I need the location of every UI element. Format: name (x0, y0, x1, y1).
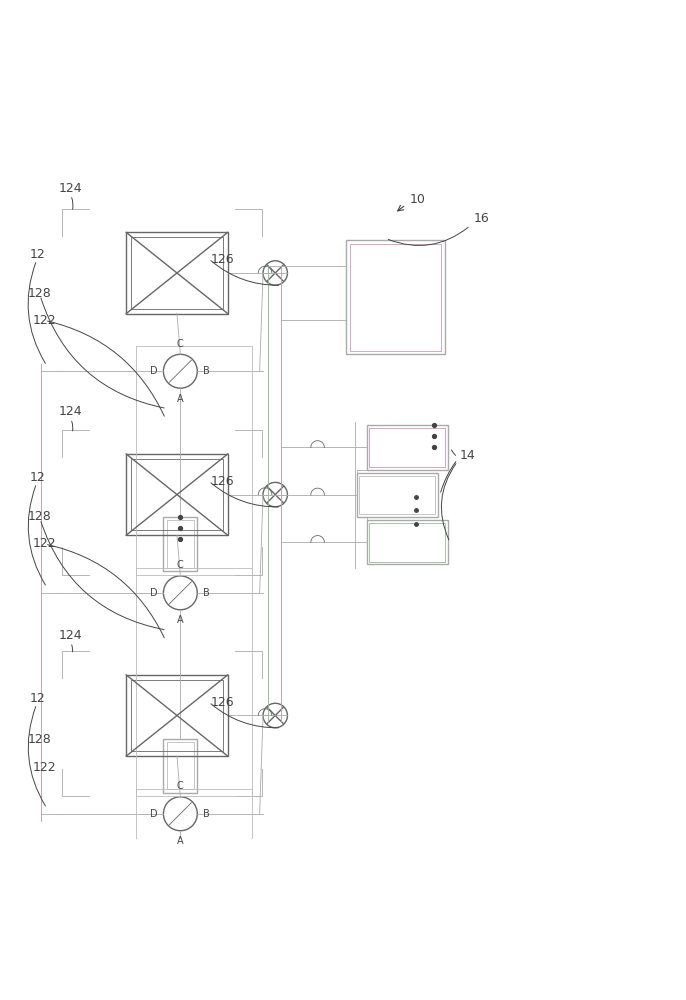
Text: 10: 10 (410, 193, 425, 206)
Text: A: A (177, 615, 184, 625)
Text: D: D (150, 366, 158, 376)
Bar (370, 428, 445, 467)
Bar (126, 232, 228, 314)
Text: 126: 126 (211, 696, 235, 709)
Text: C: C (177, 560, 184, 570)
Text: 124: 124 (58, 405, 82, 418)
Bar (163, 739, 198, 793)
Text: 124: 124 (58, 629, 82, 642)
Bar (131, 237, 223, 309)
Bar (367, 520, 448, 564)
Text: 12: 12 (30, 471, 46, 484)
Text: 128: 128 (28, 287, 51, 300)
Text: C: C (177, 339, 184, 349)
Text: 14: 14 (460, 449, 475, 462)
Bar (359, 476, 435, 514)
Text: D: D (150, 588, 158, 598)
Bar (370, 523, 445, 562)
Text: 12: 12 (30, 248, 46, 261)
Bar (163, 517, 198, 571)
Bar (126, 675, 228, 756)
Bar (167, 520, 194, 568)
Bar (163, 959, 198, 1000)
Text: B: B (203, 366, 209, 376)
Text: 126: 126 (211, 253, 235, 266)
Text: 12: 12 (30, 692, 46, 705)
Text: 122: 122 (33, 314, 56, 327)
Text: 124: 124 (58, 182, 82, 195)
Bar (167, 963, 194, 1000)
Text: B: B (203, 809, 209, 819)
Bar (131, 459, 223, 530)
Bar (357, 473, 438, 517)
Text: D: D (150, 809, 158, 819)
Bar (346, 240, 445, 354)
Text: C: C (177, 781, 184, 791)
Text: 16: 16 (474, 212, 490, 225)
Text: 128: 128 (28, 510, 51, 523)
Text: A: A (177, 394, 184, 404)
Text: 122: 122 (33, 761, 56, 774)
Text: 122: 122 (33, 537, 56, 550)
Text: B: B (203, 588, 209, 598)
Bar (350, 244, 441, 351)
Text: 128: 128 (28, 733, 51, 746)
Bar (131, 680, 223, 751)
Text: 126: 126 (211, 475, 235, 488)
Bar (167, 742, 194, 789)
Bar (126, 454, 228, 535)
Bar (367, 425, 448, 470)
Text: A: A (177, 836, 184, 846)
